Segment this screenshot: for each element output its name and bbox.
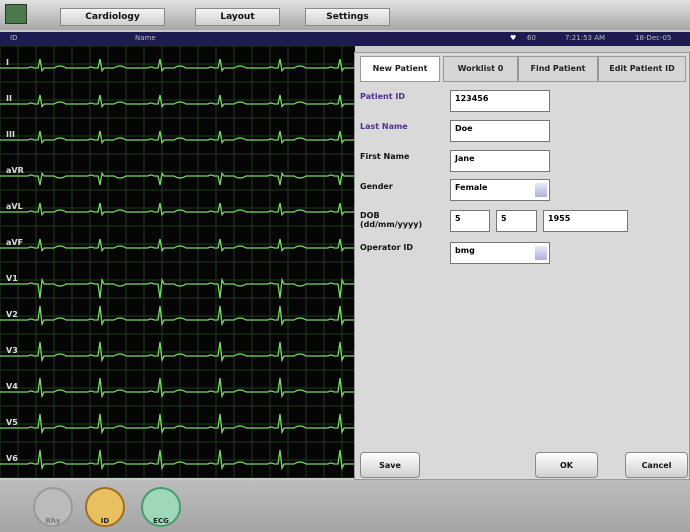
ecg-trace (0, 341, 355, 363)
text-input[interactable]: 1955 (543, 210, 628, 232)
status-id: ID (10, 34, 18, 42)
lead-label: aVF (6, 238, 23, 247)
heart-rate: 60 (527, 34, 536, 42)
lead-label: V5 (6, 418, 18, 427)
ecg-trace (0, 449, 355, 471)
lead-label: I (6, 58, 9, 67)
ok-button[interactable]: OK (535, 452, 598, 478)
field-label: Last Name (360, 122, 408, 131)
form-tab[interactable]: Edit Patient ID (598, 56, 686, 82)
lead-label: aVL (6, 202, 23, 211)
dock-button[interactable]: ECG (141, 487, 181, 527)
lead-label: aVR (6, 166, 24, 175)
ecg-trace (0, 413, 355, 435)
text-input[interactable]: Doe (450, 120, 550, 142)
form-tab[interactable]: Find Patient (518, 56, 598, 82)
menu-tab[interactable]: Settings (305, 8, 390, 26)
field-label: First Name (360, 152, 410, 161)
lead-label: V6 (6, 454, 18, 463)
ecg-trace (0, 130, 355, 145)
form-tab[interactable]: Worklist 0 (443, 56, 518, 82)
lead-label: V2 (6, 310, 18, 319)
lead-label: II (6, 94, 12, 103)
patient-panel (354, 52, 690, 480)
ecg-trace (0, 94, 355, 109)
dock-button[interactable]: ID (85, 487, 125, 527)
ecg-trace (0, 171, 355, 186)
field-label: Operator ID (360, 243, 413, 252)
save-button[interactable]: Save (360, 452, 420, 478)
text-input[interactable]: 123456 (450, 90, 550, 112)
lead-label: III (6, 130, 15, 139)
form-tab[interactable]: New Patient (360, 56, 440, 82)
ecg-trace (0, 377, 355, 399)
menu-tab[interactable]: Cardiology (60, 8, 165, 26)
lead-label: V1 (6, 274, 18, 283)
ecg-trace (0, 202, 355, 217)
menu-tab[interactable]: Layout (195, 8, 280, 26)
app-icon[interactable] (5, 4, 27, 24)
field-label: Gender (360, 182, 393, 191)
dropdown[interactable]: bmg (450, 242, 550, 264)
text-input[interactable]: Jane (450, 150, 550, 172)
status-name: Name (135, 34, 156, 42)
field-label: Patient ID (360, 92, 405, 101)
ecg-trace (0, 277, 355, 299)
status-bar: ID Name ♥ 60 7:21:53 AM 18-Dec-05 (0, 32, 690, 46)
text-input[interactable]: 5 (496, 210, 537, 232)
heart-icon: ♥ (510, 34, 517, 42)
time: 7:21:53 AM (565, 34, 606, 42)
ecg-trace (0, 58, 355, 73)
dropdown[interactable]: Female (450, 179, 550, 201)
text-input[interactable]: 5 (450, 210, 490, 232)
ecg-trace (0, 305, 355, 327)
field-label: DOB (dd/mm/yyyy) (360, 211, 423, 229)
date: 18-Dec-05 (635, 34, 672, 42)
lead-label: V4 (6, 382, 18, 391)
cancel-button[interactable]: Cancel (625, 452, 688, 478)
lead-label: V3 (6, 346, 18, 355)
dock-button[interactable]: Rhy (33, 487, 73, 527)
ecg-trace (0, 238, 355, 253)
